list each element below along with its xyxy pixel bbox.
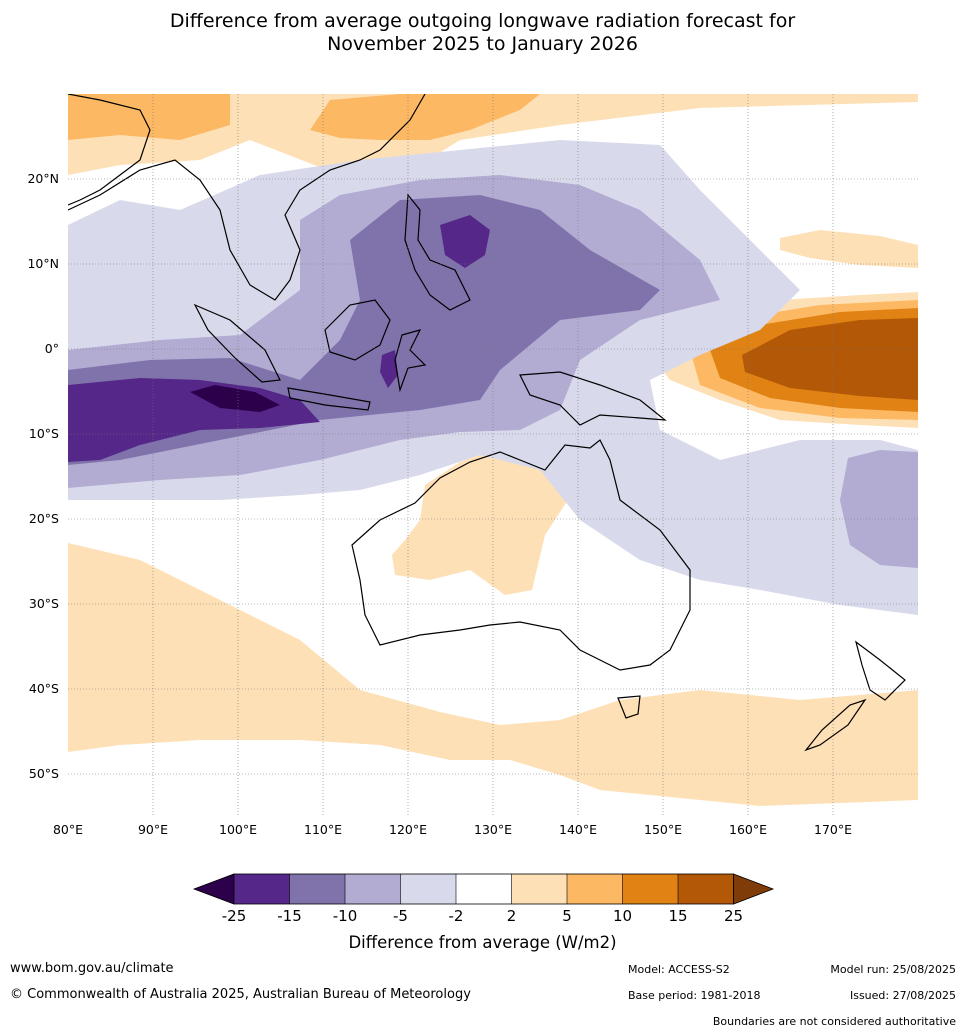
colorbar-swatch-2 <box>289 874 345 904</box>
java-coastline <box>287 387 371 411</box>
colorbar-label: -25 <box>221 907 247 925</box>
new-guinea-coastline <box>519 371 667 426</box>
colorbar-label: 10 <box>612 907 633 925</box>
lon-tick-label: 160°E <box>728 822 768 837</box>
title-line-2: November 2025 to January 2026 <box>327 33 638 55</box>
anomaly-region-minus-15-to-25-philippines <box>440 215 490 268</box>
colorbar-label: 2 <box>506 907 517 925</box>
lon-tick-label: 110°E <box>303 822 343 837</box>
lon-tick-label: 140°E <box>558 822 598 837</box>
lon-tick-label: 130°E <box>473 822 513 837</box>
colorbar-outline <box>233 873 734 905</box>
base-period-text: Base period: 1981-2018 <box>628 989 761 1002</box>
lat-tick-label: 50°S <box>28 766 59 781</box>
model-run-text: Model run: 25/08/2025 <box>830 963 956 976</box>
lat-tick-label: 10°S <box>28 426 59 441</box>
colorbar-extend-max <box>733 873 775 905</box>
gridlines <box>68 94 918 816</box>
anomaly-region-north-west <box>68 94 918 175</box>
lon-tick-label: 150°E <box>643 822 683 837</box>
map-panel <box>68 94 918 816</box>
colorbar-swatch-5 <box>456 874 512 904</box>
colorbar-extend-min <box>192 873 235 905</box>
colorbar-label: -15 <box>277 907 302 925</box>
colorbar-swatch-6 <box>511 874 567 904</box>
anomaly-region-below-minus-25 <box>190 385 280 412</box>
model-text: Model: ACCESS-S2 <box>628 963 730 976</box>
lon-tick-label: 170°E <box>813 822 853 837</box>
lat-tick-label: 20°S <box>28 511 59 526</box>
colorbar-label: -2 <box>448 907 464 925</box>
colorbar <box>192 873 775 905</box>
philippines-coastline <box>404 193 471 311</box>
chart-title: Difference from average outgoing longwav… <box>0 10 965 56</box>
borneo-coastline <box>324 299 391 361</box>
sulawesi-coastline <box>394 329 427 393</box>
anomaly-region-15-to-25 <box>742 318 918 400</box>
colorbar-swatch-4 <box>400 874 456 904</box>
colorbar-title: Difference from average (W/m2) <box>348 933 617 952</box>
lon-tick-label: 80°E <box>52 822 84 837</box>
website-link[interactable]: www.bom.gov.au/climate <box>10 961 174 976</box>
tasmania-coastline <box>617 695 641 719</box>
colorbar-label: -5 <box>393 907 408 925</box>
issued-text: Issued: 27/08/2025 <box>849 989 956 1002</box>
sumatra-coastline <box>193 303 281 383</box>
colorbar-swatch-7 <box>567 874 623 904</box>
anomaly-region-north-pacific <box>780 230 918 268</box>
colorbar-swatch-8 <box>622 874 678 904</box>
anomaly-region-southern-ocean-west <box>68 543 918 806</box>
coastlines <box>68 94 906 752</box>
anomaly-region-india <box>68 94 230 140</box>
lon-tick-label: 100°E <box>218 822 258 837</box>
anomaly-region-australia-west <box>392 448 568 595</box>
anomaly-region-minus-5-to-10-south-pacific <box>840 450 918 568</box>
lat-tick-label: 40°S <box>28 681 59 696</box>
lat-tick-label: 10°N <box>27 256 59 271</box>
anomaly-region-minus-15-to-25-celebes <box>380 350 398 388</box>
colorbar-label: -10 <box>332 907 358 925</box>
colorbar-swatch-9 <box>678 874 734 904</box>
lat-tick-label: 30°S <box>28 596 59 611</box>
colorbar-dividers <box>289 874 679 904</box>
colorbar-swatch-1 <box>234 874 290 904</box>
disclaimer-text: Boundaries are not considered authoritat… <box>712 1015 956 1028</box>
colorbar-label: 15 <box>668 907 688 925</box>
colorbar-label: 5 <box>562 907 572 925</box>
new-zealand-south-coastline <box>804 698 867 752</box>
lat-tick-label: 0° <box>44 341 59 356</box>
australia-coastline <box>351 439 691 671</box>
title-line-1: Difference from average outgoing longwav… <box>169 10 796 32</box>
new-zealand-north-coastline <box>854 640 906 701</box>
lat-tick-label: 20°N <box>27 171 59 186</box>
lon-tick-label: 120°E <box>388 822 428 837</box>
mainland-asia-coastline <box>68 94 426 301</box>
india-coastline <box>68 94 151 206</box>
copyright-text: © Commonwealth of Australia 2025, Austra… <box>10 987 471 1002</box>
lon-tick-label: 90°E <box>137 822 169 837</box>
anomaly-region-china <box>310 94 540 140</box>
colorbar-label: 25 <box>723 907 744 925</box>
colorbar-swatch-3 <box>345 874 401 904</box>
